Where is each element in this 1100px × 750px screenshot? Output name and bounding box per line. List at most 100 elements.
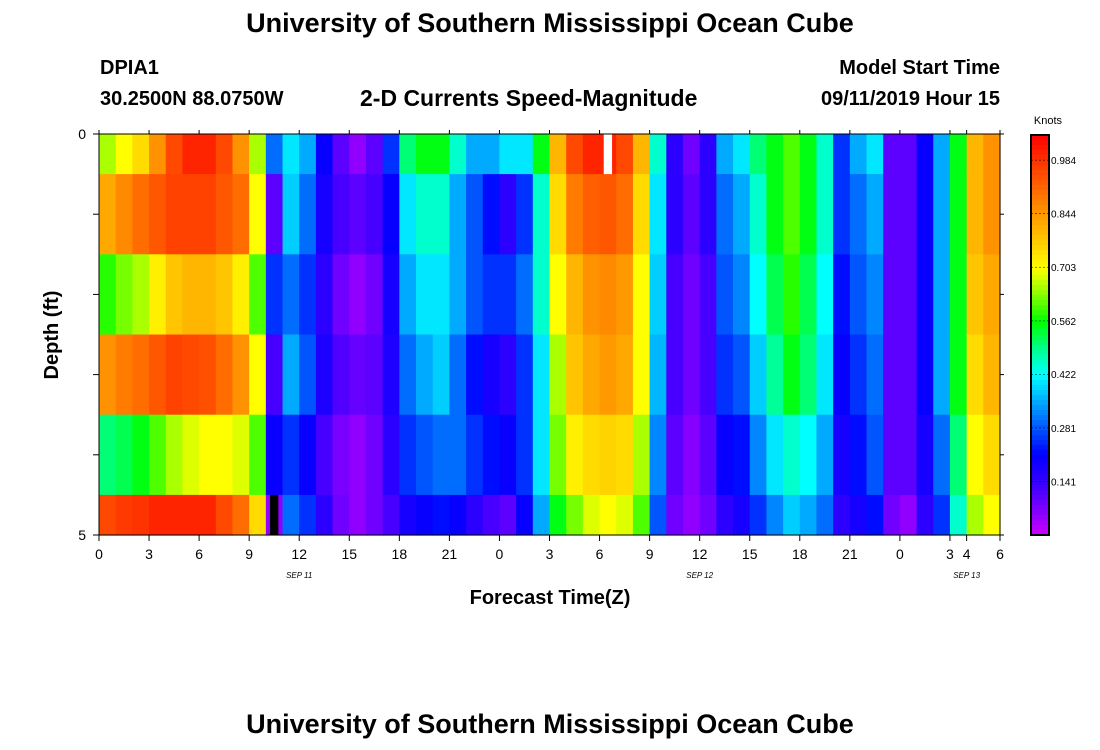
- heatmap-cell: [632, 334, 651, 416]
- heatmap-cell: [766, 334, 784, 416]
- y-tick-label: 0: [78, 126, 86, 142]
- date-label: SEP 13: [953, 571, 980, 580]
- heatmap-cell: [149, 174, 167, 255]
- heatmap-cell: [966, 334, 984, 416]
- heatmap-cell: [749, 334, 768, 416]
- colorbar-swatch: [1031, 240, 1049, 246]
- x-tick-label: 12: [692, 546, 708, 562]
- heatmap-cell: [632, 254, 651, 336]
- heatmap-cell: [949, 254, 968, 336]
- station-id: DPIA1: [100, 57, 159, 79]
- colorbar-swatch: [1031, 330, 1049, 336]
- x-tick-label: 3: [145, 546, 153, 562]
- heatmap-cell: [699, 414, 717, 496]
- heatmap-cell: [966, 254, 984, 336]
- heatmap-cell: [966, 174, 984, 255]
- colorbar-swatch: [1031, 295, 1049, 301]
- heatmap-cell: [282, 134, 300, 175]
- y-tick-label: 5: [78, 527, 86, 543]
- colorbar-swatch: [1031, 270, 1049, 276]
- heatmap-cell: [616, 334, 634, 416]
- heatmap-cell: [399, 334, 417, 416]
- heatmap-cell: [783, 134, 801, 175]
- heatmap-cell: [883, 254, 901, 336]
- heatmap-cells: [99, 134, 1001, 536]
- heatmap-cell: [983, 134, 1001, 175]
- x-tick-label: 12: [291, 546, 307, 562]
- heatmap-cell: [182, 174, 200, 255]
- heatmap-cell: [632, 174, 651, 255]
- heatmap-cell: [332, 494, 350, 536]
- colorbar-swatch: [1031, 160, 1049, 166]
- colorbar-swatch: [1031, 175, 1049, 181]
- heatmap-cell: [916, 134, 934, 175]
- heatmap-cell: [916, 254, 934, 336]
- heatmap-cell: [632, 494, 651, 536]
- heatmap-cell: [215, 414, 234, 496]
- colorbar-swatch: [1031, 300, 1049, 306]
- colorbar-swatch: [1031, 245, 1049, 251]
- heatmap-cell: [699, 174, 717, 255]
- heatmap-cell: [799, 494, 818, 536]
- heatmap-cell: [365, 414, 384, 496]
- x-tick-label: 18: [792, 546, 808, 562]
- heatmap-cell: [115, 414, 133, 496]
- heatmap-cell: [666, 254, 684, 336]
- heatmap-cell: [849, 174, 868, 255]
- colorbar-swatch: [1031, 440, 1049, 446]
- colorbar-swatch: [1031, 375, 1049, 381]
- heatmap-cell: [249, 334, 267, 416]
- heatmap-cell: [582, 134, 601, 175]
- heatmap-cell: [566, 174, 584, 255]
- colorbar-swatch: [1031, 450, 1049, 456]
- heatmap-cell: [265, 334, 284, 416]
- colorbar-swatch: [1031, 405, 1049, 411]
- heatmap-cell: [849, 334, 868, 416]
- colorbar: 0.984 0.844 0.703 0.562 0.422 0.281 0.141: [1030, 134, 1076, 536]
- colorbar-swatch: [1031, 435, 1049, 441]
- heatmap-cell: [916, 414, 934, 496]
- heatmap-cell: [632, 414, 651, 496]
- heatmap-cell: [482, 134, 501, 175]
- heatmap-cell: [299, 334, 317, 416]
- heatmap-cell: [532, 174, 551, 255]
- heatmap-cell: [833, 254, 851, 336]
- heatmap-cell: [916, 174, 934, 255]
- heatmap-cell: [666, 174, 684, 255]
- heatmap-cell: [933, 334, 951, 416]
- station-coords: 30.2500N 88.0750W: [100, 88, 284, 110]
- heatmap-cell: [599, 174, 617, 255]
- heatmap-cell: [99, 134, 117, 175]
- heatmap-cell: [499, 494, 517, 536]
- heatmap-cell: [299, 174, 317, 255]
- colorbar-swatch: [1031, 250, 1049, 256]
- colorbar-swatch: [1031, 395, 1049, 401]
- heatmap-cell: [799, 334, 818, 416]
- heatmap-cell: [382, 414, 400, 496]
- heatmap-cell: [165, 254, 184, 336]
- heatmap-cell: [449, 254, 467, 336]
- heatmap-cell: [249, 174, 267, 255]
- heatmap-cell: [733, 254, 751, 336]
- heatmap-cell: [549, 174, 567, 255]
- heatmap-cell: [716, 254, 734, 336]
- x-tick-label: 3: [946, 546, 954, 562]
- heatmap-cell: [466, 174, 484, 255]
- heatmap-cell: [315, 494, 334, 536]
- heatmap-cell: [749, 414, 768, 496]
- colorbar-swatch: [1031, 485, 1049, 491]
- heatmap-cell: [616, 254, 634, 336]
- x-axis-label: Forecast Time(Z): [470, 587, 631, 609]
- colorbar-swatch: [1031, 380, 1049, 386]
- heatmap-cell: [265, 414, 284, 496]
- heatmap-cell: [165, 494, 184, 536]
- heatmap-cell: [849, 494, 868, 536]
- heatmap-cell: [599, 494, 617, 536]
- heatmap-cell: [349, 254, 367, 336]
- heatmap-cell: [733, 134, 751, 175]
- heatmap-cell: [232, 134, 250, 175]
- heatmap-cell: [566, 254, 584, 336]
- heatmap-cell: [299, 494, 317, 536]
- heatmap-cell: [833, 134, 851, 175]
- heatmap-cell: [99, 254, 117, 336]
